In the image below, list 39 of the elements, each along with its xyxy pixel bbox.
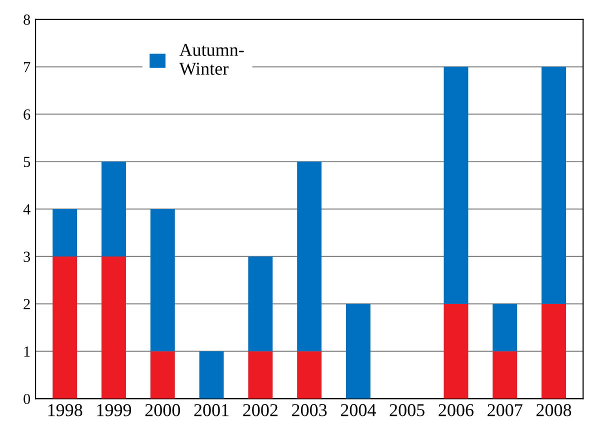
- bar: [297, 351, 322, 399]
- y-tick-label: 3: [24, 252, 30, 262]
- y-tick-label: 0: [24, 394, 30, 404]
- bar: [52, 256, 78, 399]
- x-tick-label: 2003: [292, 404, 327, 416]
- y-tick-label: 2: [24, 299, 30, 310]
- x-tick-label: 2000: [145, 404, 180, 416]
- bar: [52, 209, 78, 256]
- bar: [102, 162, 126, 256]
- y-tick-label: 1: [24, 346, 30, 357]
- y-tick-label: 7: [24, 62, 30, 72]
- bar: [444, 304, 468, 399]
- x-tick-label: 2005: [390, 404, 424, 416]
- bar: [150, 209, 175, 352]
- bar: [444, 66, 468, 304]
- x-tick-label: 2008: [536, 404, 572, 416]
- bar: [248, 256, 273, 352]
- x-tick-label: 2001: [194, 404, 229, 416]
- bar: [199, 351, 224, 399]
- x-tick-label: 2002: [243, 404, 278, 416]
- bar: [297, 162, 322, 352]
- bar: [542, 304, 566, 399]
- bar: [346, 304, 370, 399]
- bar: [248, 351, 273, 399]
- x-tick-label: 1998: [48, 404, 82, 416]
- legend-label: Autumn-Winter: [179, 44, 244, 75]
- x-tick-label: 2007: [488, 404, 522, 416]
- x-tick-label: 2004: [340, 404, 376, 416]
- y-tick-label: 6: [24, 109, 30, 120]
- y-tick-label: 8: [24, 14, 30, 25]
- bar: [102, 256, 126, 399]
- bar: [150, 351, 175, 399]
- bar: [492, 351, 518, 399]
- bar: [492, 304, 518, 352]
- y-tick-label: 5: [24, 156, 30, 168]
- x-tick-label: 2006: [438, 404, 474, 416]
- x-tick-label: 1999: [97, 404, 132, 416]
- y-tick-label: 4: [23, 204, 30, 214]
- bar: [542, 66, 566, 304]
